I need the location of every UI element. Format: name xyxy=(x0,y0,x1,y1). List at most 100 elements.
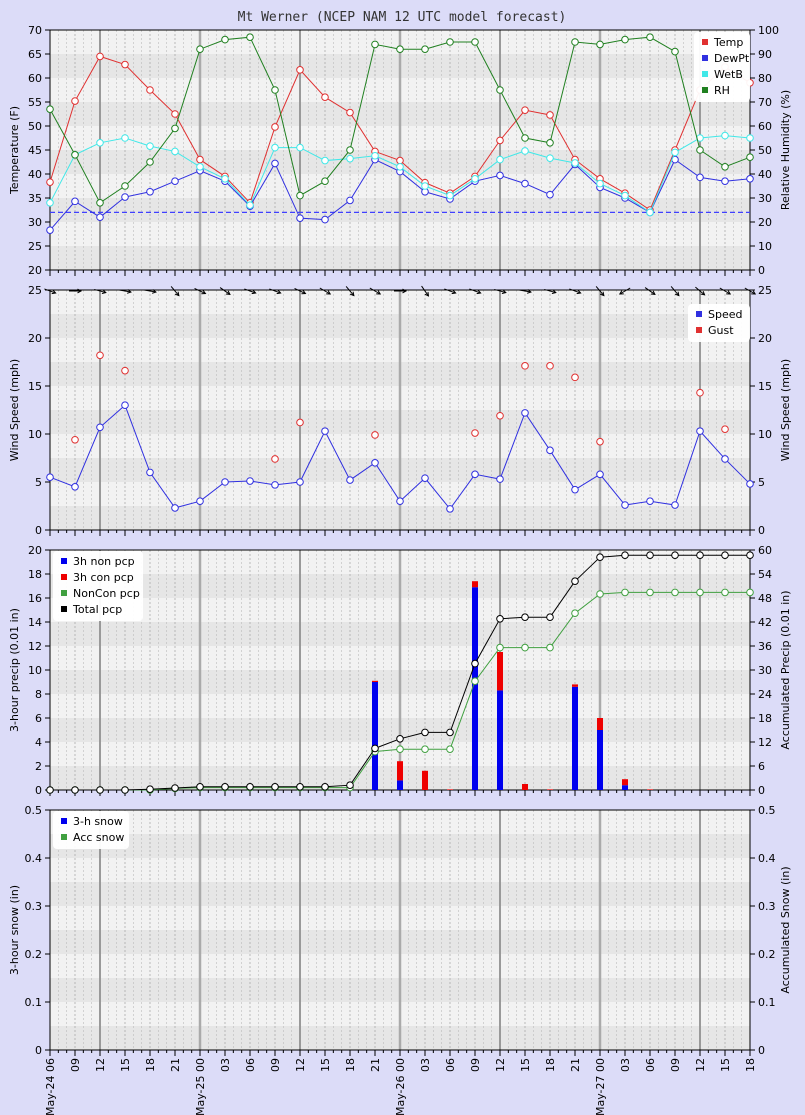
data-point-rh xyxy=(146,158,154,166)
data-point-total-pcp xyxy=(221,783,229,791)
legend-item: RH xyxy=(714,84,730,97)
data-point-dewpt xyxy=(521,179,529,188)
bar-3h-con-pcp xyxy=(572,684,578,687)
data-point-wetb xyxy=(746,134,754,142)
x-tick-label: 06 xyxy=(644,1058,657,1072)
y2-tick-label: 42 xyxy=(758,616,772,629)
wind-arrow xyxy=(670,286,680,296)
legend-item: Acc snow xyxy=(73,831,124,844)
data-point-temp xyxy=(496,136,504,145)
y2-tick-label: 30 xyxy=(758,192,772,205)
data-point-total-pcp xyxy=(346,781,354,790)
panel-precip: 02468101214161820061218243036424854603-h… xyxy=(8,544,792,797)
data-point-wetb xyxy=(546,154,554,162)
y-axis-label: 3-hour snow (in) xyxy=(8,885,21,975)
data-point-noncon-pcp xyxy=(596,590,604,598)
wind-arrow xyxy=(469,288,481,294)
y-tick-label: 0.4 xyxy=(25,852,43,865)
y2-tick-label: 5 xyxy=(758,476,765,489)
data-point-wetb xyxy=(396,163,404,171)
x-tick-label: 03 xyxy=(219,1058,232,1072)
data-point-total-pcp xyxy=(246,783,254,791)
y2-tick-label: 20 xyxy=(758,216,772,229)
x-tick-label: May-27 00 xyxy=(594,1058,607,1115)
wind-arrow-head xyxy=(674,291,680,297)
legend-item: Total pcp xyxy=(72,603,122,616)
data-point-noncon-pcp xyxy=(446,745,454,754)
data-point-speed xyxy=(721,455,729,463)
legend-swatch xyxy=(61,834,67,840)
y-tick-label: 50 xyxy=(28,120,42,133)
legend-swatch xyxy=(702,55,708,61)
data-point-speed xyxy=(246,477,254,485)
data-point-speed xyxy=(196,497,204,506)
wind-arrow xyxy=(644,287,656,295)
data-point-rh xyxy=(421,45,429,54)
x-tick-label: 15 xyxy=(119,1058,132,1072)
data-point-speed xyxy=(471,470,479,479)
wind-arrow-head xyxy=(376,290,382,295)
y2-tick-label: 60 xyxy=(758,120,772,133)
data-point-noncon-pcp xyxy=(696,588,704,597)
x-tick-label: 09 xyxy=(669,1058,682,1072)
y2-axis-label: Relative Humidity (%) xyxy=(779,90,792,210)
data-point-total-pcp xyxy=(521,613,529,622)
data-point-wetb xyxy=(321,156,329,165)
data-point-rh xyxy=(171,124,179,133)
data-point-rh xyxy=(396,45,404,54)
wind-arrow-head xyxy=(576,289,582,295)
data-point-speed xyxy=(171,504,179,512)
wind-arrow xyxy=(345,286,355,296)
x-tick-label: 21 xyxy=(569,1058,582,1072)
bar-3h-non-pcp xyxy=(372,682,378,790)
data-point-noncon-pcp xyxy=(746,588,754,597)
bar-3h-con-pcp xyxy=(647,789,653,790)
data-point-total-pcp xyxy=(546,613,554,622)
y-tick-label: 10 xyxy=(28,428,42,441)
y-tick-label: 4 xyxy=(35,736,42,749)
data-point-dewpt xyxy=(696,173,704,182)
data-point-speed xyxy=(746,480,754,488)
data-point-total-pcp xyxy=(296,783,304,791)
y-tick-label: 0.5 xyxy=(25,804,43,817)
data-point-rh xyxy=(546,139,554,147)
bar-3h-non-pcp xyxy=(497,690,503,790)
data-point-temp xyxy=(271,123,279,131)
y2-tick-label: 30 xyxy=(758,664,772,677)
x-tick-label: 12 xyxy=(94,1058,107,1072)
y2-tick-label: 0.4 xyxy=(758,852,776,865)
y-tick-label: 65 xyxy=(28,48,42,61)
data-point-speed xyxy=(421,474,429,482)
y-tick-label: 8 xyxy=(35,688,42,701)
legend-swatch xyxy=(61,574,67,580)
data-point-speed xyxy=(646,497,654,506)
data-point-noncon-pcp xyxy=(721,588,729,597)
x-tick-label: 15 xyxy=(519,1058,532,1072)
data-point-speed xyxy=(571,485,579,494)
data-point-speed xyxy=(71,483,79,491)
wind-arrow-head xyxy=(225,290,231,296)
data-point-gust xyxy=(271,455,279,463)
data-point-speed xyxy=(371,459,379,467)
x-tick-label: 12 xyxy=(494,1058,507,1072)
data-point-wetb xyxy=(221,175,229,183)
y2-tick-label: 12 xyxy=(758,736,772,749)
wind-arrow-head xyxy=(77,288,83,294)
data-point-gust xyxy=(71,435,79,444)
y-tick-label: 70 xyxy=(28,24,42,37)
wind-arrow xyxy=(744,287,756,295)
data-point-rh xyxy=(521,134,529,142)
data-point-total-pcp xyxy=(46,786,54,794)
data-point-temp xyxy=(346,108,354,117)
data-point-dewpt xyxy=(321,215,329,224)
y2-tick-label: 40 xyxy=(758,168,772,181)
y2-tick-label: 0 xyxy=(758,264,765,277)
data-point-noncon-pcp xyxy=(546,643,554,652)
data-point-gust xyxy=(121,366,129,375)
y2-tick-label: 24 xyxy=(758,688,772,701)
y-axis-label: Temperature (F) xyxy=(8,106,21,195)
legend-item: Gust xyxy=(708,324,734,337)
data-point-total-pcp xyxy=(321,783,329,791)
data-point-dewpt xyxy=(721,177,729,185)
data-point-speed xyxy=(146,468,154,477)
